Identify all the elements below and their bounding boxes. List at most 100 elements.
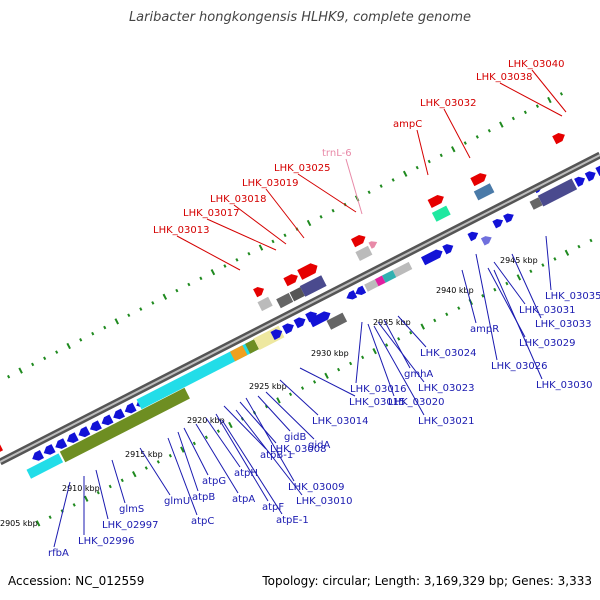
gene-arrow <box>32 450 44 461</box>
gene-arrow <box>595 165 600 176</box>
gene-label: LHK_03017 <box>183 208 239 219</box>
gene-block <box>392 261 413 278</box>
tick-dot <box>247 251 251 256</box>
tick-dot <box>457 306 461 310</box>
gene-label: atpF <box>262 502 284 513</box>
tick-dot <box>31 362 35 367</box>
gene-block <box>355 245 373 261</box>
leader-line <box>299 367 356 397</box>
gene-label: atpB <box>192 492 215 503</box>
gene-arrow <box>253 287 264 298</box>
tick-dot <box>127 313 131 318</box>
tick-dot <box>235 258 239 262</box>
gene-label: atpG <box>202 476 226 487</box>
tick-dot <box>451 146 456 153</box>
leader-line <box>257 395 291 432</box>
tick-dot <box>168 453 172 458</box>
gene-label: gmhA <box>404 369 433 380</box>
gene-block <box>276 292 294 309</box>
leader-line <box>461 269 477 324</box>
tick-dot <box>103 325 107 330</box>
leader-line <box>167 437 198 516</box>
gene-arrow <box>282 323 294 335</box>
leader-line <box>176 235 241 271</box>
leader-line <box>545 235 552 291</box>
tick-dot <box>349 361 353 366</box>
tick-dot <box>397 337 401 341</box>
leader-line <box>95 469 109 520</box>
gene-label: LHK_03015 <box>349 397 405 408</box>
tick-dot <box>337 367 341 372</box>
tick-dot <box>192 441 196 446</box>
gene-arrow <box>270 329 283 340</box>
leader-line <box>397 315 427 348</box>
leader-line <box>139 447 171 496</box>
gene-block <box>382 270 397 283</box>
gene-label: LHK_03033 <box>535 319 591 330</box>
leader-line <box>215 413 269 502</box>
tick-dot <box>372 348 377 355</box>
tick-dot <box>175 288 179 293</box>
gene-label: gidB <box>284 432 306 443</box>
tick-dot <box>210 269 216 276</box>
gene-arrow <box>43 444 56 455</box>
accession-text: Accession: NC_012559 <box>8 574 145 588</box>
tick-dot <box>535 104 539 108</box>
tick-dot <box>541 263 545 267</box>
tick-dot <box>72 503 76 507</box>
tick-dot <box>223 264 227 268</box>
tick-dot <box>48 515 52 520</box>
leader-line <box>373 325 425 416</box>
gene-arrow <box>283 274 298 287</box>
tick-dot <box>162 293 168 300</box>
tick-dots <box>7 92 593 527</box>
tick-dot <box>312 380 317 384</box>
leader-line <box>205 417 241 468</box>
gene-label: LHK_03025 <box>274 163 330 174</box>
leader-line <box>233 204 287 245</box>
gene-arrow <box>101 414 114 426</box>
tick-label: 2920 kbp <box>187 416 225 425</box>
tick-label: 2940 kbp <box>436 286 474 295</box>
gene-arrow <box>78 426 91 438</box>
tick-dot <box>420 323 425 330</box>
tick-dot <box>18 367 23 374</box>
gene-arrow <box>584 171 596 182</box>
tick-dot <box>79 338 83 342</box>
gene-block <box>431 205 451 222</box>
tick-dot <box>91 331 95 336</box>
gene-arrow <box>368 241 378 249</box>
tick-dot <box>66 342 71 350</box>
tick-dot <box>402 170 408 177</box>
gene-label: LHK_03032 <box>420 98 476 109</box>
gene-block <box>326 312 348 330</box>
leader-line <box>493 269 543 380</box>
gene-block <box>289 287 305 302</box>
tick-dot <box>547 96 552 104</box>
leader-line <box>221 419 283 515</box>
tick-dot <box>271 239 275 244</box>
gene-label: LHK_03038 <box>476 72 532 83</box>
tick-dot <box>156 460 160 464</box>
tick-dot <box>43 356 47 361</box>
backbone-highlight <box>0 154 600 463</box>
gene-label: LHK_03010 <box>296 496 352 507</box>
tick-dot <box>523 110 527 115</box>
gene-block <box>529 197 543 210</box>
gene-label: atpC <box>191 516 214 527</box>
gene-arrow <box>55 438 68 449</box>
tick-dot <box>481 294 485 298</box>
leader-line <box>223 405 267 450</box>
tick-dot <box>415 165 419 170</box>
tick-dot <box>516 274 522 281</box>
tick-dot <box>55 350 59 354</box>
genome-backbone <box>0 151 600 466</box>
tick-dot <box>144 466 148 470</box>
tick-dot <box>300 386 305 390</box>
gene-label: LHK_03030 <box>536 380 592 391</box>
leader-line <box>493 261 526 305</box>
gene-label: LHK_03026 <box>491 361 547 372</box>
gene-label: LHK_03014 <box>312 416 368 427</box>
gene-label: LHK_02996 <box>78 536 134 547</box>
leader-line <box>345 158 363 215</box>
